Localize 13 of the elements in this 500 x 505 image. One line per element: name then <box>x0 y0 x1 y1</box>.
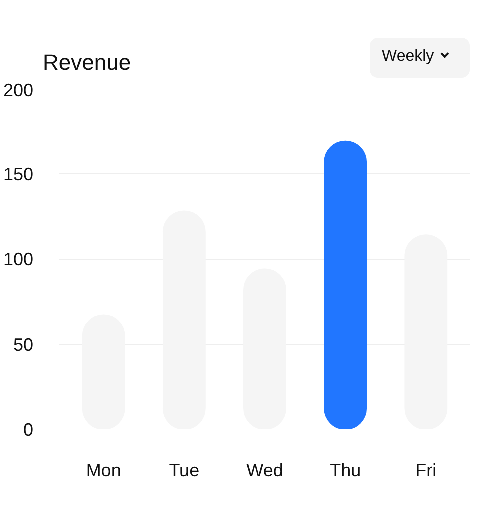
y-tick-label: 50 <box>13 334 34 355</box>
x-tick-label: Fri <box>416 460 437 480</box>
x-tick-label: Wed <box>246 460 284 480</box>
chart-title: Revenue <box>43 49 132 77</box>
x-tick-label: Mon <box>86 460 122 480</box>
y-tick-label: 100 <box>3 250 34 270</box>
x-tick-label: Thu <box>330 460 362 480</box>
y-tick-label: 200 <box>3 80 34 100</box>
text: Weekly <box>382 47 436 67</box>
y-tick-label: 0 <box>23 420 34 440</box>
bar <box>324 140 368 430</box>
x-tick-label: Tue <box>169 460 200 480</box>
y-tick-label: 150 <box>3 164 34 184</box>
